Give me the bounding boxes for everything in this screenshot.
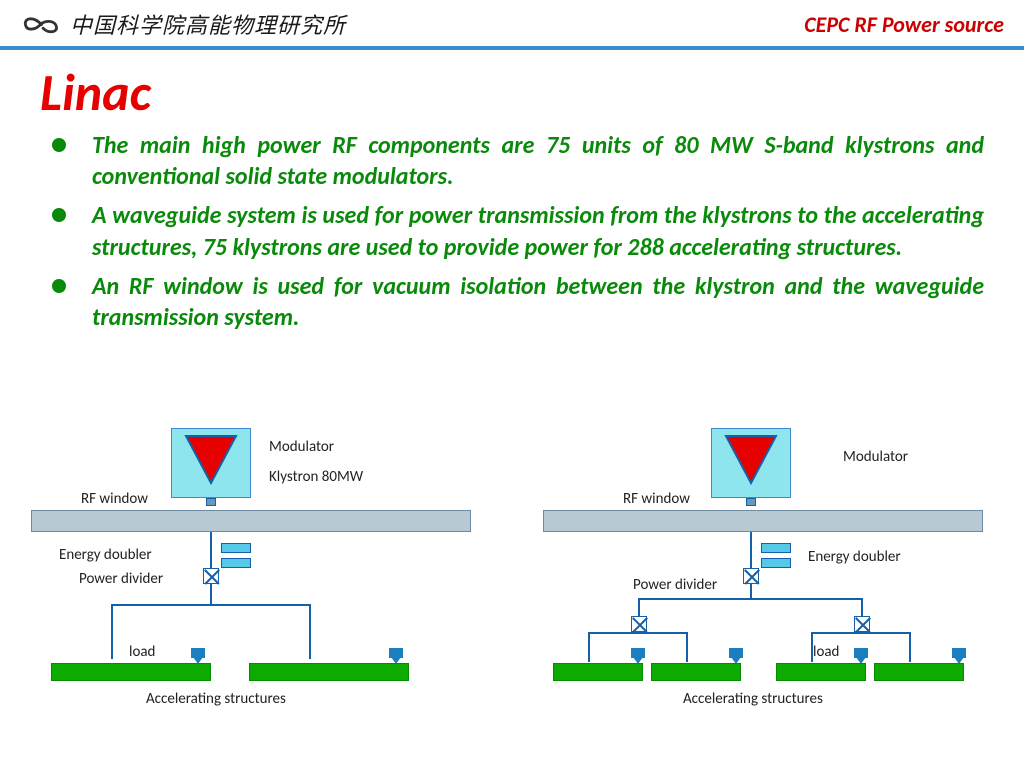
line xyxy=(750,584,752,598)
institute-name: 中国科学院高能物理研究所 xyxy=(70,8,346,40)
line xyxy=(811,632,911,634)
label-energy-doubler: Energy doubler xyxy=(808,548,901,566)
content-area: Linac The main high power RF components … xyxy=(0,50,1024,333)
accel-structure-bar xyxy=(51,663,211,681)
energy-doubler-box xyxy=(761,543,791,553)
power-divider-box xyxy=(631,616,647,632)
page-title: Linac xyxy=(40,60,984,124)
slide-header: 中国科学院高能物理研究所 CEPC RF Power source xyxy=(0,0,1024,50)
line xyxy=(111,604,311,606)
bullet-item: The main high power RF components are 75… xyxy=(50,130,984,192)
line xyxy=(909,632,911,662)
bullet-list: The main high power RF components are 75… xyxy=(40,130,984,333)
power-divider-box xyxy=(203,568,219,584)
line xyxy=(210,532,212,568)
waveguide-bar xyxy=(31,510,471,532)
label-power-divider: Power divider xyxy=(79,570,163,588)
label-modulator: Modulator xyxy=(269,438,334,456)
power-divider-box xyxy=(743,568,759,584)
line xyxy=(309,604,311,659)
line xyxy=(750,532,752,568)
label-rf-window: RF window xyxy=(81,490,148,508)
label-modulator: Modulator xyxy=(843,448,908,466)
klystron-triangle-icon xyxy=(721,433,781,488)
waveguide-bar xyxy=(543,510,983,532)
label-power-divider: Power divider xyxy=(633,576,717,594)
line xyxy=(111,604,113,659)
klystron-triangle-icon xyxy=(181,433,241,488)
diagram-right: Modulator RF window Energy doubler Power… xyxy=(533,428,1003,748)
accel-structure-bar xyxy=(249,663,409,681)
rf-window-connector xyxy=(206,498,216,506)
label-energy-doubler: Energy doubler xyxy=(59,546,152,564)
label-accel: Accelerating structures xyxy=(683,690,823,708)
swirl-icon xyxy=(20,10,62,38)
energy-doubler-box xyxy=(761,558,791,568)
diagram-left: Modulator Klystron 80MW RF window Energy… xyxy=(21,428,491,748)
rf-window-connector xyxy=(746,498,756,506)
label-load: load xyxy=(813,643,839,661)
line xyxy=(638,598,640,618)
label-rf-window: RF window xyxy=(623,490,690,508)
energy-doubler-box xyxy=(221,558,251,568)
power-divider-box xyxy=(854,616,870,632)
line xyxy=(638,598,863,600)
label-load: load xyxy=(129,643,155,661)
accel-structure-bar xyxy=(651,663,741,681)
diagrams-row: Modulator Klystron 80MW RF window Energy… xyxy=(0,428,1024,758)
line xyxy=(588,632,590,662)
logo-area: 中国科学院高能物理研究所 xyxy=(20,8,346,40)
accel-structure-bar xyxy=(553,663,643,681)
label-accel: Accelerating structures xyxy=(146,690,286,708)
line xyxy=(686,632,688,662)
label-klystron: Klystron 80MW xyxy=(269,468,363,486)
line xyxy=(588,632,688,634)
line xyxy=(861,598,863,618)
bullet-item: An RF window is used for vacuum isolatio… xyxy=(50,271,984,333)
energy-doubler-box xyxy=(221,543,251,553)
line xyxy=(210,584,212,604)
header-title: CEPC RF Power source xyxy=(804,11,1004,38)
bullet-item: A waveguide system is used for power tra… xyxy=(50,200,984,262)
accel-structure-bar xyxy=(874,663,964,681)
accel-structure-bar xyxy=(776,663,866,681)
